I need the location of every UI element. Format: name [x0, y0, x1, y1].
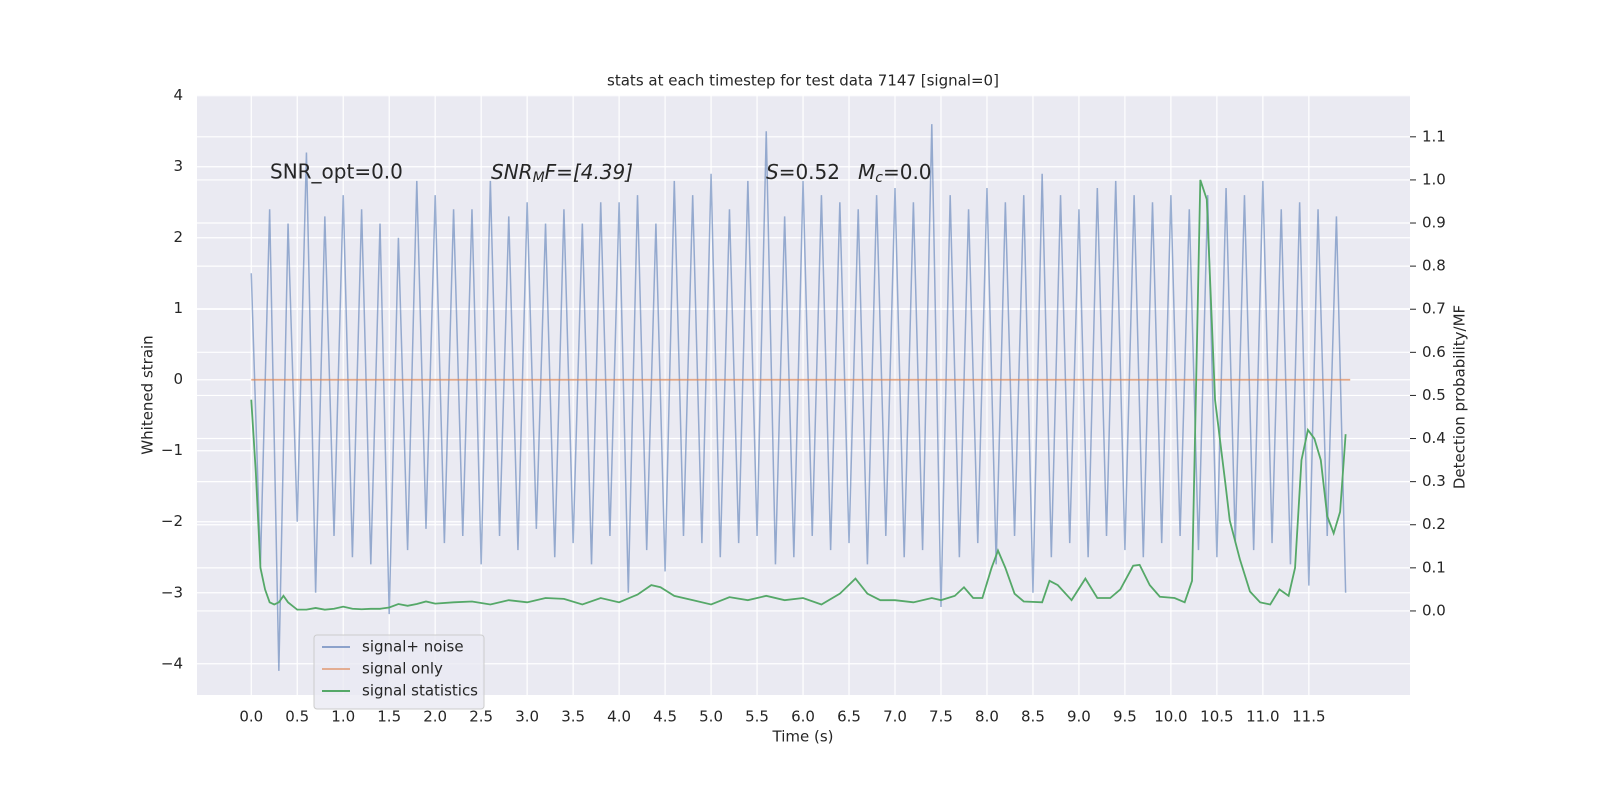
y2-tick-label: 0.4 [1422, 429, 1446, 447]
annotation: SNR_opt=0.0 [270, 160, 403, 184]
x-tick-label: 3.0 [515, 708, 539, 726]
y2-tick-label: 1.1 [1422, 127, 1446, 145]
x-tick-label: 1.0 [331, 708, 355, 726]
y2-axis-label: Detection probability/MF [1451, 305, 1469, 489]
y-tick-label: −1 [161, 441, 183, 459]
x-tick-label: 6.5 [837, 708, 861, 726]
annotation-part: F=[4.39] [545, 160, 633, 184]
y2-tick-label: 0.5 [1422, 386, 1446, 404]
y-tick-label: 1 [173, 299, 183, 317]
annotation: SNRMF=[4.39] [491, 160, 633, 187]
x-tick-label: 9.5 [1113, 708, 1137, 726]
x-tick-label: 10.0 [1154, 708, 1187, 726]
y2-tick-label: 0.1 [1422, 558, 1446, 576]
y2-tick-label: 0.2 [1422, 515, 1446, 533]
x-tick-label: 11.0 [1246, 708, 1279, 726]
series-line [250, 124, 1347, 671]
x-tick-label: 7.0 [883, 708, 907, 726]
y-tick-label: −4 [161, 654, 183, 672]
annotation: S=0.52 [766, 160, 840, 184]
legend-label: signal only [362, 660, 443, 678]
x-tick-label: 10.5 [1200, 708, 1233, 726]
x-tick-label: 4.0 [607, 708, 631, 726]
y2-tick-label: 0.9 [1422, 214, 1446, 232]
legend-label: signal statistics [362, 682, 478, 700]
y-tick-label: 0 [173, 370, 183, 388]
y2-tick-label: 0.3 [1422, 472, 1446, 490]
x-tick-label: 6.0 [791, 708, 815, 726]
x-tick-label: 8.0 [975, 708, 999, 726]
x-tick-label: 11.5 [1292, 708, 1325, 726]
x-tick-label: 0.5 [285, 708, 309, 726]
chart-title: stats at each timestep for test data 714… [607, 72, 999, 90]
x-tick-label: 7.5 [929, 708, 953, 726]
x-axis-label: Time (s) [772, 728, 834, 746]
x-tick-label: 1.5 [377, 708, 401, 726]
annotation-part: =0.0 [883, 160, 932, 184]
y-tick-label: 2 [173, 228, 183, 246]
x-tick-label: 3.5 [561, 708, 585, 726]
x-tick-label: 8.5 [1021, 708, 1045, 726]
y2-tick-label: 1.0 [1422, 170, 1446, 188]
legend-box [313, 634, 485, 710]
x-tick-label: 2.5 [469, 708, 493, 726]
annotation-part: =0.52 [779, 160, 840, 184]
y-tick-label: 3 [173, 157, 183, 175]
x-tick-label: 0.0 [239, 708, 263, 726]
annotation-part: M [533, 170, 545, 186]
y2-tick-label: 0.7 [1422, 300, 1446, 318]
marks [250, 124, 1351, 671]
x-tick-label: 5.5 [745, 708, 769, 726]
annotation: Mc=0.0 [858, 160, 932, 187]
x-tick-label: 4.5 [653, 708, 677, 726]
labels: 0.0 0.5 1.0 1.5 2.0 2.5 3.0 3.5 4.0 4.5 5.0 5.5 6.0 6… [161, 86, 1446, 725]
annotation-part: S [766, 160, 779, 184]
y-tick-label: −2 [161, 512, 183, 530]
y-tick-label: −3 [161, 583, 183, 601]
annotation-part: SNR [491, 160, 533, 184]
grid [197, 95, 1410, 695]
x-tick-label: 5.0 [699, 708, 723, 726]
legend: signal+ noise signal only signal statistic… [313, 634, 485, 710]
y-tick-label: 4 [173, 86, 183, 104]
legend-label: signal+ noise [362, 638, 464, 656]
y2-tick-label: 0.8 [1422, 257, 1446, 275]
y2-tick-label: 0.6 [1422, 343, 1446, 361]
annotation-part: M [858, 160, 875, 184]
y2-tick-label: 0.0 [1422, 601, 1446, 619]
annotation-part: c [875, 170, 883, 186]
series-line [250, 179, 1347, 611]
y-axis-label: Whitened strain [139, 335, 157, 454]
x-tick-label: 2.0 [423, 708, 447, 726]
x-tick-label: 9.0 [1067, 708, 1091, 726]
